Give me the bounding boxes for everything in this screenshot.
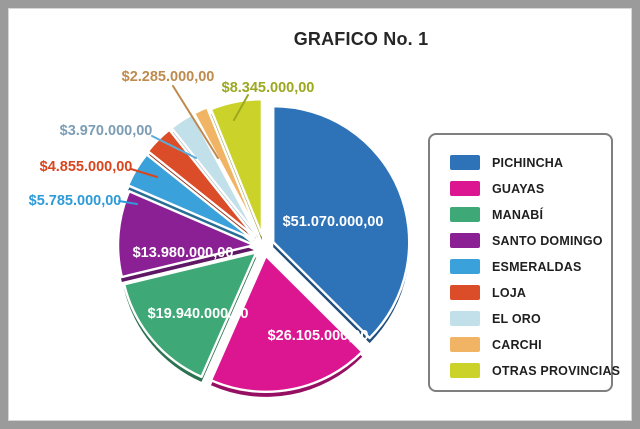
slice-labels: $51.070.000,00 $26.105.000,00 $19.940.000,… xyxy=(29,69,384,344)
legend-swatch-carchi xyxy=(450,337,480,352)
leader-line-otras-provincias xyxy=(233,94,249,121)
legend-label: CARCHI xyxy=(492,337,542,352)
legend-swatch-otras-provincias xyxy=(450,363,480,378)
pie-slices xyxy=(116,98,411,394)
legend-label: LOJA xyxy=(492,285,527,300)
legend-swatch-el-oro xyxy=(450,311,480,326)
legend-item-el-oro: EL ORO xyxy=(450,311,605,326)
pie-slice-carchi xyxy=(192,106,260,235)
slice-value-label-santo-domingo: $13.980.000,00 xyxy=(133,245,234,261)
slice-value-label-manabi: $19.940.000,00 xyxy=(148,306,249,322)
legend-label: GUAYAS xyxy=(492,181,545,196)
legend-item-loja: LOJA xyxy=(450,285,605,300)
legend-item-esmeraldas: ESMERALDAS xyxy=(450,259,605,274)
pie-slice-guayas xyxy=(209,254,364,394)
slice-value-label-otras-provincias: $8.345.000,00 xyxy=(222,80,315,96)
legend-item-pichincha: PICHINCHA xyxy=(450,155,605,170)
leader-line-loja xyxy=(130,168,158,178)
legend-item-guayas: GUAYAS xyxy=(450,181,605,196)
legend-label: ESMERALDAS xyxy=(492,259,582,274)
legend-swatch-loja xyxy=(450,285,480,300)
leader-lines xyxy=(118,85,249,205)
legend-item-carchi: CARCHI xyxy=(450,337,605,352)
legend-swatch-manabi xyxy=(450,207,480,222)
legend-item-manabi: MANABÍ xyxy=(450,207,605,222)
legend-item-otras-provincias: OTRAS PROVINCIAS xyxy=(450,363,620,378)
chart-title: GRAFICO No. 1 xyxy=(293,29,429,49)
leader-line-el-oro xyxy=(151,135,197,159)
slice-value-label-guayas: $26.105.000,00 xyxy=(268,328,369,344)
slice-value-label-pichincha: $51.070.000,00 xyxy=(283,214,384,230)
pie-slice-esmeraldas xyxy=(126,153,255,241)
legend-swatch-santo-domingo xyxy=(450,233,480,248)
slice-value-label-esmeraldas: $5.785.000,00 xyxy=(29,193,122,209)
slice-value-label-el-oro: $3.970.000,00 xyxy=(60,123,153,139)
legend-swatch-esmeraldas xyxy=(450,259,480,274)
legend-label: MANABÍ xyxy=(492,207,544,222)
legend-label: PICHINCHA xyxy=(492,155,564,170)
leader-line-esmeraldas xyxy=(118,200,138,205)
leader-line-carchi xyxy=(172,85,219,159)
pie-slice-el-oro xyxy=(170,113,258,236)
legend: PICHINCHA GUAYAS MANABÍ SANTO DOMINGO ES… xyxy=(428,133,620,392)
pie-slice-otras-provincias xyxy=(209,98,264,237)
legend-swatch-pichincha xyxy=(450,155,480,170)
legend-label: OTRAS PROVINCIAS xyxy=(492,363,621,378)
slice-value-label-loja: $4.855.000,00 xyxy=(40,159,133,175)
legend-label: EL ORO xyxy=(492,311,541,326)
slice-value-label-carchi: $2.285.000,00 xyxy=(122,69,215,85)
pie-slice-santo-domingo xyxy=(116,190,256,279)
legend-swatch-guayas xyxy=(450,181,480,196)
legend-label: SANTO DOMINGO xyxy=(492,233,603,248)
pie-slice-pichincha xyxy=(272,104,411,340)
legend-item-santo-domingo: SANTO DOMINGO xyxy=(450,233,605,248)
pie-slice-manabi xyxy=(122,251,258,379)
